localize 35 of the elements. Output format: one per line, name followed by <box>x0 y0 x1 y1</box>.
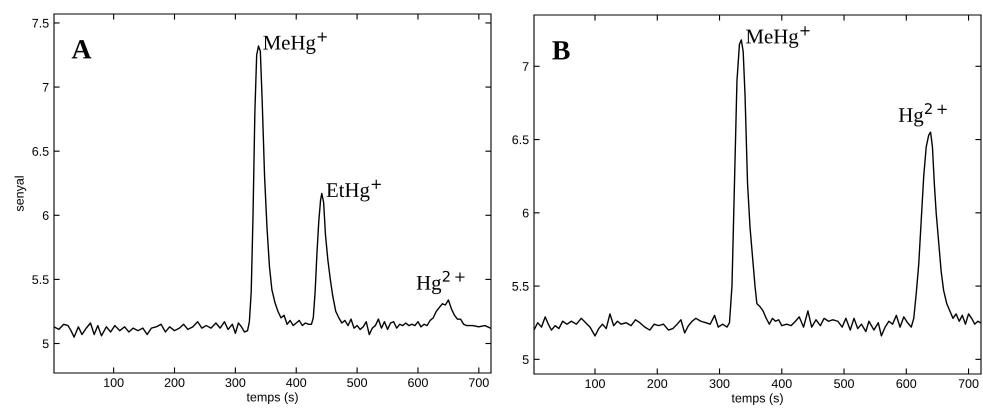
y-tick-label: 6.5 <box>512 135 529 144</box>
annotation: Hg$^{2+}$ <box>898 103 947 126</box>
y-tick-label: 6.5 <box>32 146 49 156</box>
y-tick-label: 7 <box>522 62 529 71</box>
x-tick-label: 400 <box>772 379 792 388</box>
annotation: EtHg$^{+}$ <box>326 180 381 202</box>
y-tick-label: 5.5 <box>512 282 529 291</box>
annotation: A <box>72 40 92 58</box>
x-tick-label: 100 <box>104 378 124 388</box>
y-tick-label: 5 <box>42 339 49 348</box>
annotation: B <box>552 41 570 60</box>
x-tick-label: 700 <box>469 378 489 388</box>
x-tick-label: 200 <box>164 378 184 388</box>
x-axis-title: temps (s) <box>246 392 298 404</box>
y-tick-label: 7.5 <box>32 18 49 28</box>
x-tick-label: 200 <box>647 379 668 388</box>
y-axis-title: senyal <box>14 176 26 212</box>
x-axis-title: temps (s) <box>732 393 783 405</box>
y-tick-label: 6 <box>522 208 529 218</box>
x-tick-label: 700 <box>958 379 978 388</box>
x-tick-label: 400 <box>286 378 306 388</box>
x-tick-label: 500 <box>347 378 368 388</box>
annotation: Hg$^{2+}$ <box>416 270 465 294</box>
y-tick-label: 7 <box>42 83 49 92</box>
y-tick-label: 5.5 <box>32 275 49 284</box>
x-tick-label: 500 <box>834 379 854 388</box>
x-tick-label: 100 <box>586 379 605 388</box>
x-tick-label: 300 <box>710 379 730 388</box>
y-tick-label: 6 <box>42 211 49 220</box>
annotation: MeHg$^{+}$ <box>263 32 327 54</box>
y-tick-label: 5 <box>522 355 529 364</box>
x-tick-label: 600 <box>896 379 916 388</box>
annotation: MeHg$^{+}$ <box>746 26 810 48</box>
x-tick-label: 600 <box>408 378 428 388</box>
x-tick-label: 300 <box>225 378 246 388</box>
